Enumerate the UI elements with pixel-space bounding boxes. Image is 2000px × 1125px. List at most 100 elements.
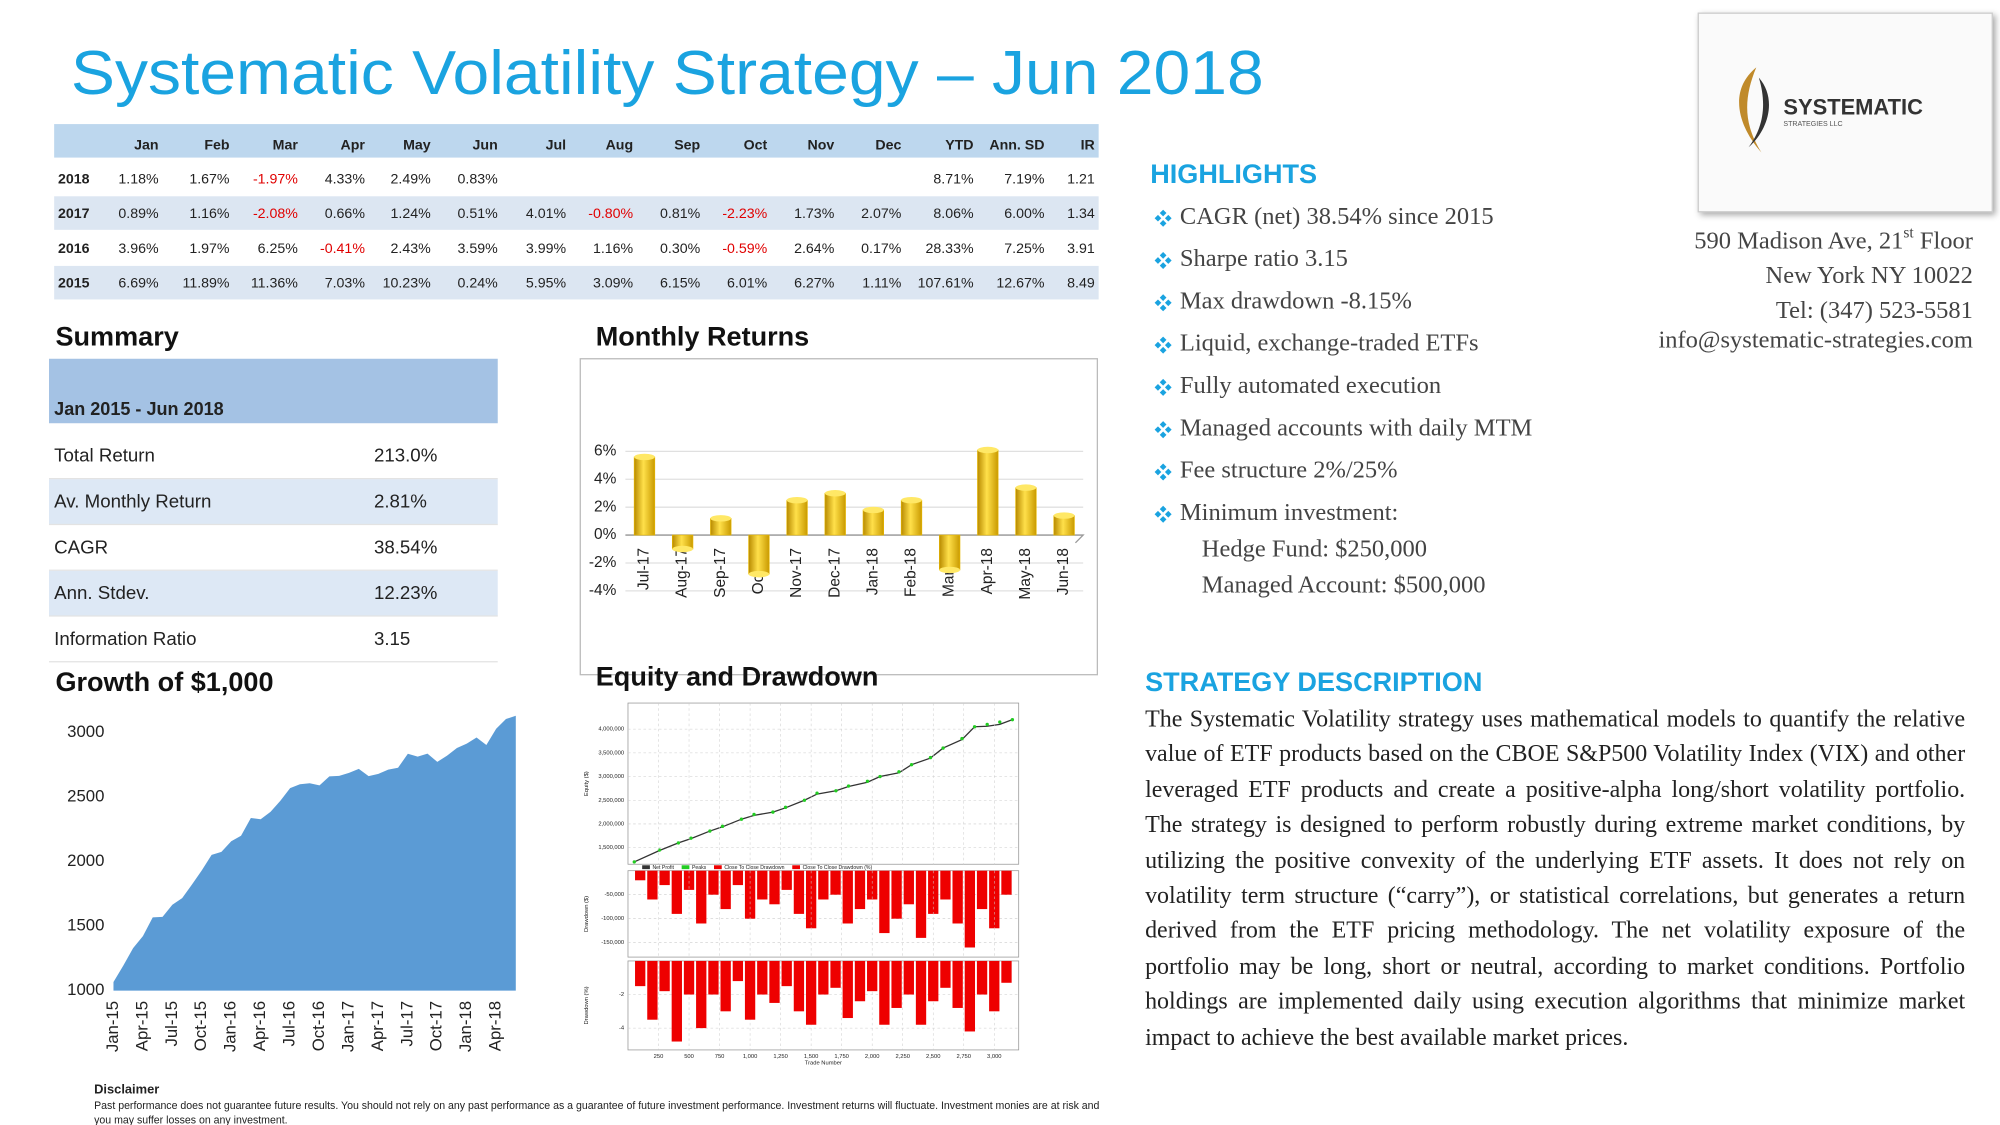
- drawdown-bar: [659, 960, 670, 992]
- y-tick-label: 2,500,000: [598, 798, 624, 804]
- summary-label: Ann. Stdev.: [54, 582, 149, 603]
- column-header: Feb: [204, 138, 230, 154]
- table-cell: 6.25%: [258, 241, 299, 257]
- summary-label: Av. Monthly Return: [54, 490, 211, 511]
- logo-swoosh: [1739, 67, 1762, 153]
- street-sup: st: [1903, 224, 1914, 241]
- street-end: Floor: [1914, 227, 1973, 254]
- table-cell: 1.16%: [593, 241, 634, 257]
- bullet: [1154, 510, 1162, 518]
- contact: 590 Madison Ave, 21st Floor New York NY …: [1658, 224, 1972, 353]
- drawdown-bar: [989, 870, 1000, 929]
- table-cell: 1.21: [1067, 171, 1095, 187]
- row-label: 2018: [58, 171, 90, 187]
- drawdown-bar: [781, 960, 792, 987]
- strategy-title: STRATEGY DESCRIPTION: [1145, 666, 1482, 697]
- bar-cap: [710, 515, 732, 522]
- x-axis-label: Trade Number: [805, 1060, 842, 1066]
- table-cell: 1.16%: [189, 206, 230, 222]
- charts: -4% -2% 0% 2% 4% 6% Jul-17 Aug-17 Sep-17 Oct-17 No…: [67, 442, 1085, 1066]
- summary-label: Total Return: [54, 445, 155, 466]
- drawdown-bar: [940, 870, 951, 900]
- chart-frame: [579, 358, 1099, 676]
- x-tick-label: Feb-18: [903, 548, 920, 597]
- table-cell: -0.41%: [320, 241, 365, 257]
- drawdown-bar: [842, 960, 853, 1019]
- street: 590 Madison Ave, 21: [1694, 227, 1903, 254]
- bar-cap: [863, 506, 884, 514]
- table-cell: 0.51%: [458, 206, 499, 222]
- drawdown-bar: [805, 870, 817, 929]
- table-cell: 0.89%: [118, 206, 159, 222]
- drawdown-bar: [891, 960, 902, 1008]
- y-tick-label: -2: [619, 992, 624, 998]
- legend-swatch: [714, 865, 722, 870]
- column-header: Nov: [808, 138, 835, 154]
- y-tick-label: 2,000,000: [598, 821, 624, 827]
- highlights-title: HIGHLIGHTS: [1150, 158, 1317, 189]
- drawdown-bar: [732, 960, 744, 982]
- highlight-item: Liquid, exchange-traded ETFs: [1180, 330, 1479, 357]
- x-tick-label: Jul-17: [397, 1001, 416, 1047]
- row-label: 2016: [58, 241, 90, 257]
- bullet: [1164, 426, 1172, 434]
- legend-label: Peaks: [692, 865, 707, 871]
- drawdown-bar: [635, 870, 646, 881]
- peak-point: [739, 817, 744, 821]
- table-cell: 0.17%: [861, 241, 902, 257]
- column-header: Ann. SD: [989, 138, 1044, 154]
- drawdown-bar: [781, 870, 792, 890]
- x-tick-label: Jul-17: [636, 548, 653, 590]
- bullet: [1159, 421, 1167, 428]
- peak-point: [960, 736, 964, 741]
- disclaimer-text: Past performance does not guarantee futu…: [94, 1100, 1100, 1125]
- table-cell: -2.23%: [722, 206, 767, 222]
- summary-value: 12.23%: [374, 582, 437, 603]
- table-cell: 0.30%: [660, 241, 701, 257]
- drawdown-bar: [915, 960, 927, 1025]
- y-tick-label: 4,000,000: [598, 727, 624, 733]
- legend-label: Net Profit: [652, 865, 674, 871]
- logo: SYSTEMATIC STRATEGIES LLC: [1697, 12, 1993, 213]
- row-label: 2015: [58, 276, 90, 292]
- y-axis-label: Drawdown (%): [584, 986, 590, 1024]
- y-tick-label: 2%: [594, 498, 617, 515]
- equity-line: [634, 719, 1013, 863]
- plot-area: [627, 702, 1020, 865]
- x-tick-label: May-18: [1017, 548, 1034, 600]
- drawdown-bar: [964, 870, 976, 948]
- table-cell: 11.89%: [183, 276, 230, 292]
- contact-street: 590 Madison Ave, 21st Floor: [1694, 224, 1973, 254]
- drawdown-bar: [635, 960, 646, 987]
- contact-email: info@systematic-strategies.com: [1658, 327, 1972, 354]
- drawdown-bar: [805, 960, 817, 1025]
- summary-title: Summary: [55, 320, 178, 351]
- drawdown-bar: [708, 960, 719, 995]
- bullet: [1159, 378, 1167, 386]
- x-tick-label: Jul-16: [280, 1001, 299, 1047]
- y-tick-label: -100,000: [601, 916, 624, 922]
- peak-point: [998, 720, 1002, 724]
- x-tick-label: Jan-18: [456, 1001, 475, 1052]
- page-title: Systematic Volatility Strategy – Jun 201…: [71, 39, 1264, 108]
- x-tick-label: Oct-15: [191, 1001, 210, 1051]
- bar-cap: [672, 545, 693, 553]
- table-cell: 8.49: [1067, 276, 1095, 292]
- x-tick-label: 1,250: [773, 1054, 788, 1060]
- y-tick-label: 1,500,000: [598, 845, 624, 851]
- drawdown-bar: [744, 960, 756, 1020]
- logo-swoosh: [1748, 77, 1769, 148]
- drawdown-bar: [940, 960, 951, 988]
- peak-point: [846, 784, 851, 788]
- table-cell: 2.07%: [861, 206, 902, 222]
- table-cell: 3.99%: [526, 241, 567, 257]
- peak-point: [632, 860, 636, 864]
- bar-cap: [1053, 512, 1075, 519]
- y-tick-label: 2500: [67, 787, 104, 806]
- highlight-item: Sharpe ratio 3.15: [1180, 245, 1348, 272]
- x-tick-label: 3,000: [987, 1054, 1002, 1060]
- x-tick-label: Apr-17: [368, 1001, 387, 1051]
- y-tick-label: -2%: [589, 554, 617, 571]
- y-tick-label: -4%: [589, 582, 617, 599]
- peak-point: [865, 779, 870, 783]
